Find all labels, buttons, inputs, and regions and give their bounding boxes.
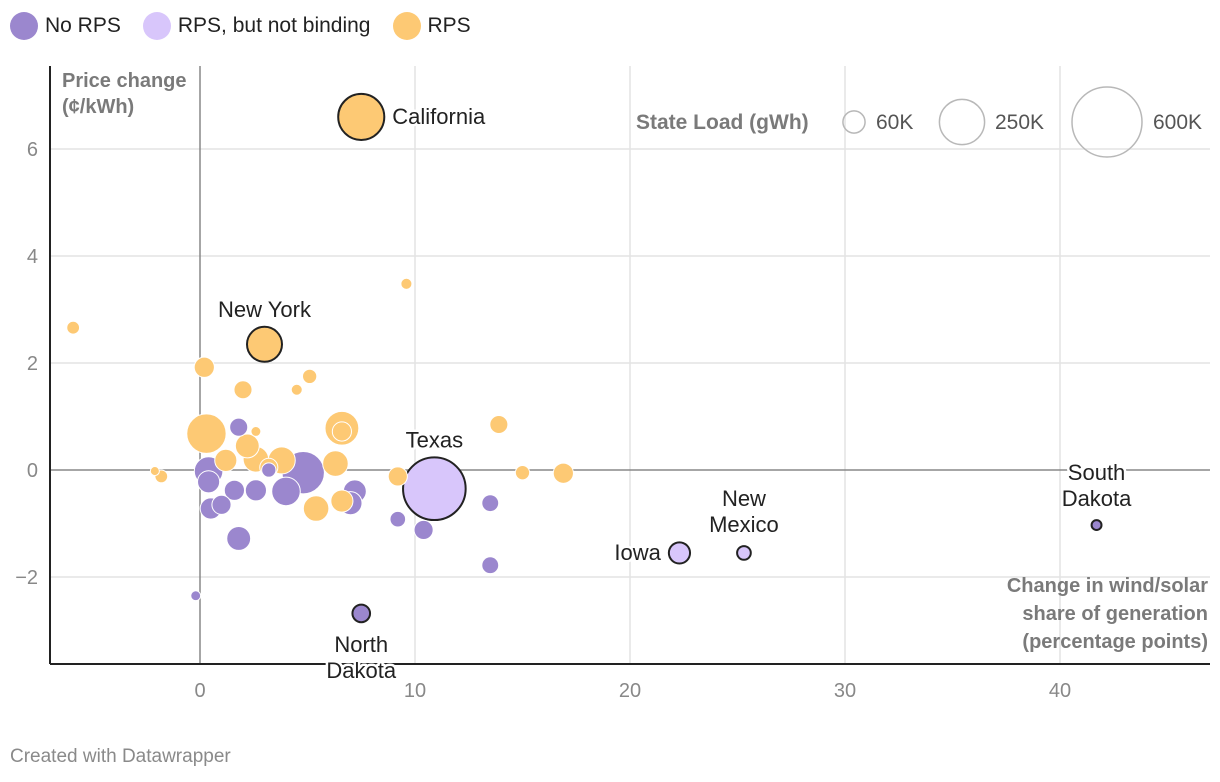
point-north-dakota[interactable]	[351, 603, 372, 624]
legend-label-rps-not-binding: RPS, but not binding	[177, 14, 371, 37]
point-label-texas: Texas	[406, 427, 463, 452]
data-point[interactable]	[226, 526, 252, 551]
legend-swatch-rps	[392, 12, 421, 40]
size-legend-label: 250K	[995, 111, 1044, 134]
data-point[interactable]	[302, 495, 330, 522]
data-point[interactable]	[290, 383, 303, 396]
footer-credit: Created with Datawrapper	[10, 746, 231, 767]
legend-item-no-rps[interactable]: No RPS	[10, 12, 121, 40]
x-tick-label: 40	[1049, 680, 1071, 702]
x-axis-title-line: Change in wind/solar	[1007, 575, 1208, 597]
x-tick-label: 10	[404, 680, 426, 702]
point-texas[interactable]	[402, 456, 467, 522]
point-label-south-dakota: South	[1068, 460, 1126, 485]
size-legend-circle	[1071, 86, 1143, 158]
size-legend-label: 600K	[1153, 111, 1202, 134]
point-label-new-york: New York	[218, 297, 312, 322]
data-point[interactable]	[234, 433, 260, 459]
data-point[interactable]	[331, 421, 352, 442]
legend-swatch-rps-not-binding	[142, 12, 171, 40]
data-point[interactable]	[149, 466, 160, 477]
x-axis-title-line: share of generation	[1022, 603, 1208, 625]
y-tick-label: 2	[27, 353, 38, 375]
data-point[interactable]	[481, 494, 500, 513]
x-tick-label: 20	[619, 680, 641, 702]
data-point[interactable]	[261, 462, 277, 478]
legend-item-rps[interactable]: RPS	[392, 12, 471, 40]
data-point[interactable]	[322, 450, 349, 477]
y-axis-title-line: Price change	[62, 70, 187, 92]
data-point[interactable]	[271, 476, 301, 507]
point-label-california: California	[392, 104, 486, 129]
size-legend-circle	[938, 98, 986, 146]
point-iowa[interactable]	[667, 541, 692, 565]
data-point[interactable]	[233, 380, 253, 400]
point-label-iowa: Iowa	[614, 540, 661, 565]
y-tick-label: 6	[27, 139, 38, 161]
point-new-mexico[interactable]	[736, 545, 752, 561]
data-point[interactable]	[244, 479, 267, 502]
data-point[interactable]	[302, 368, 318, 385]
point-california[interactable]	[337, 92, 386, 141]
data-point[interactable]	[211, 494, 232, 515]
point-south-dakota[interactable]	[1090, 519, 1103, 532]
x-tick-label: 0	[194, 680, 205, 702]
data-point[interactable]	[387, 466, 408, 487]
data-point[interactable]	[552, 462, 574, 484]
size-legend-label: 60K	[876, 111, 913, 134]
data-point[interactable]	[214, 448, 238, 472]
y-axis-title-line: (¢/kWh)	[62, 96, 134, 118]
data-point[interactable]	[229, 417, 249, 437]
point-label-south-dakota: Dakota	[1062, 486, 1132, 511]
legend-swatch-no-rps	[10, 12, 38, 40]
data-point[interactable]	[330, 489, 354, 513]
data-point[interactable]	[223, 479, 246, 501]
data-point[interactable]	[250, 426, 262, 437]
data-point[interactable]	[197, 470, 221, 494]
data-point[interactable]	[66, 320, 81, 335]
legend-item-rps-not-binding[interactable]: RPS, but not binding	[142, 12, 371, 40]
x-tick-label: 30	[834, 680, 856, 702]
y-tick-label: 0	[27, 460, 38, 482]
data-point[interactable]	[190, 590, 202, 602]
point-label-north-dakota: Dakota	[326, 658, 396, 683]
point-label-new-mexico: New	[722, 486, 766, 511]
legend-label-no-rps: No RPS	[45, 14, 121, 37]
data-point[interactable]	[389, 510, 407, 528]
data-point[interactable]	[186, 413, 227, 454]
size-legend-title: State Load (gWh)	[636, 111, 809, 134]
size-legend-circle	[842, 110, 866, 134]
point-label-new-mexico: Mexico	[709, 512, 779, 537]
data-point[interactable]	[514, 465, 531, 481]
point-label-north-dakota: North	[334, 632, 388, 657]
legend: No RPS RPS, but not binding RPS	[10, 12, 493, 40]
data-point[interactable]	[481, 556, 500, 575]
legend-label-rps: RPS	[427, 14, 471, 37]
data-point[interactable]	[400, 277, 413, 290]
x-axis-title-line: (percentage points)	[1022, 631, 1208, 653]
y-tick-label: 4	[27, 246, 38, 268]
data-point[interactable]	[489, 414, 509, 435]
point-new-york[interactable]	[246, 325, 283, 363]
data-point[interactable]	[413, 519, 434, 541]
y-tick-label: −2	[15, 567, 38, 589]
data-point[interactable]	[193, 356, 215, 378]
